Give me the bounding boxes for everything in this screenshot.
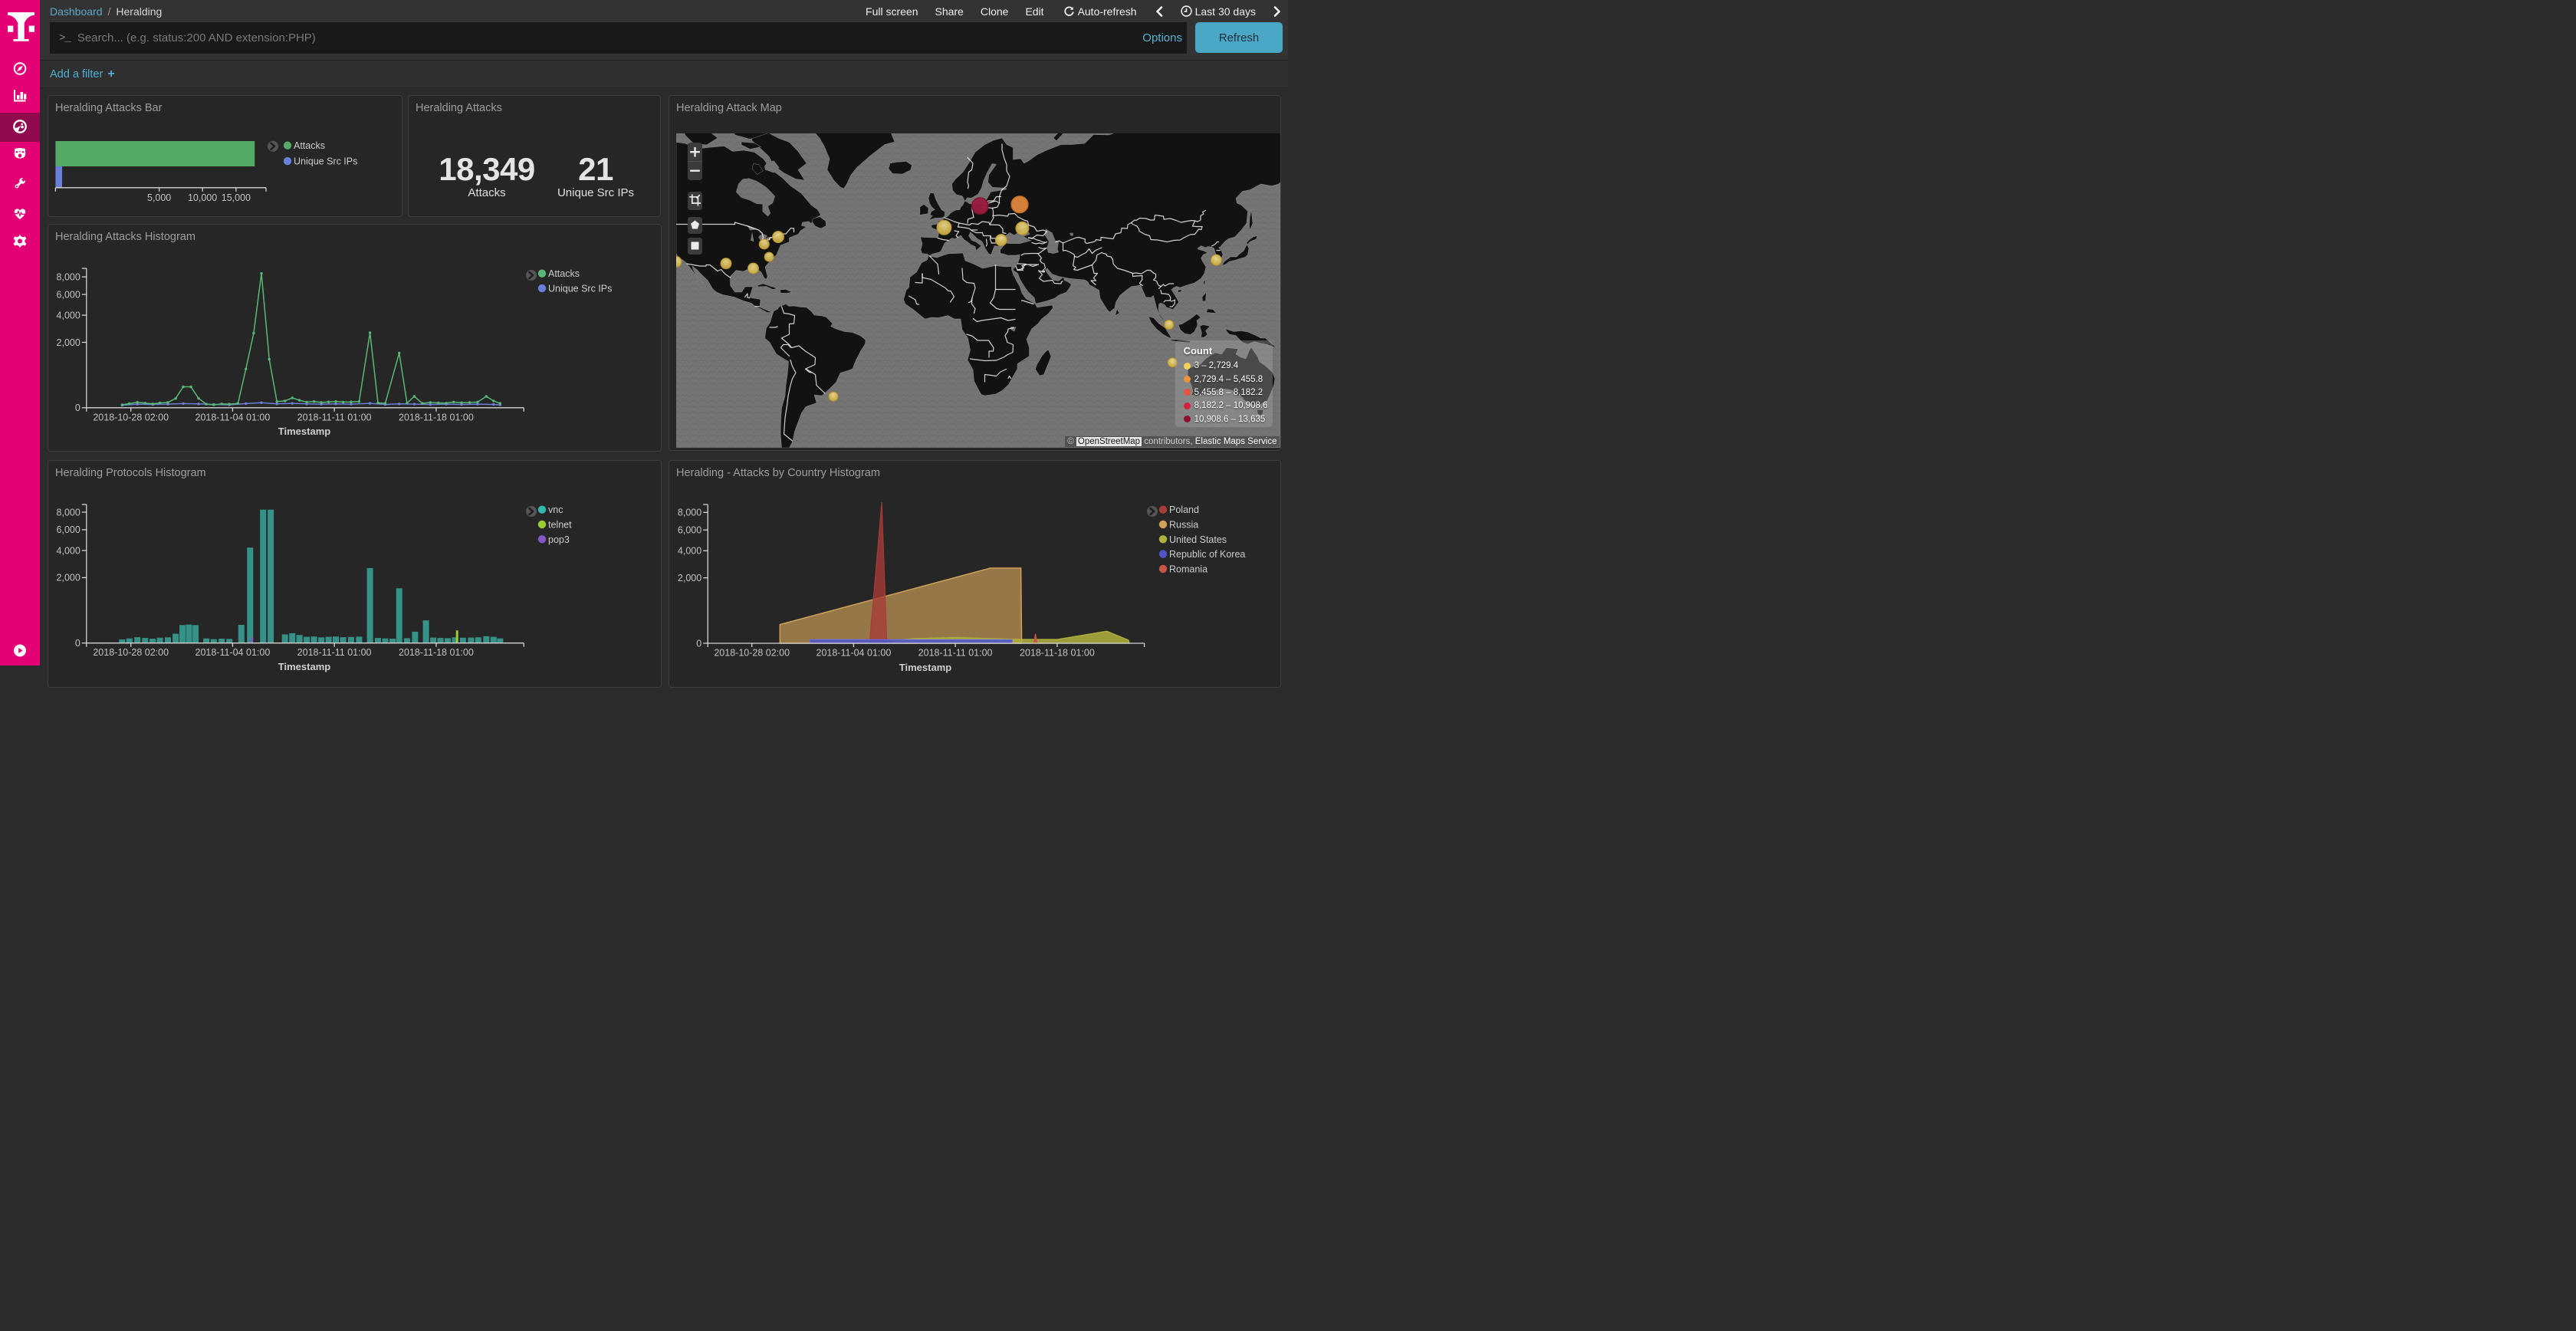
svg-text:2018-11-11 01:00: 2018-11-11 01:00 [918, 648, 993, 659]
svg-text:Romania: Romania [1169, 564, 1208, 574]
svg-text:4,000: 4,000 [57, 545, 80, 556]
svg-text:Timestamp: Timestamp [278, 426, 330, 437]
svg-text:4,000: 4,000 [678, 546, 702, 557]
svg-text:Timestamp: Timestamp [278, 661, 330, 672]
svg-text:6,000: 6,000 [57, 289, 80, 300]
svg-text:2018-11-11 01:00: 2018-11-11 01:00 [297, 412, 372, 422]
svg-text:Russia: Russia [1169, 520, 1198, 531]
svg-text:Unique Src IPs: Unique Src IPs [548, 284, 612, 294]
svg-text:10,000: 10,000 [188, 192, 217, 203]
svg-text:United States: United States [1169, 534, 1227, 545]
svg-text:5,000: 5,000 [147, 192, 171, 203]
svg-text:2,000: 2,000 [57, 573, 80, 583]
svg-text:Attacks: Attacks [294, 140, 325, 151]
svg-text:2,000: 2,000 [678, 573, 702, 583]
svg-text:2018-11-18 01:00: 2018-11-18 01:00 [399, 412, 474, 422]
svg-text:0: 0 [75, 638, 80, 649]
svg-text:6,000: 6,000 [57, 524, 80, 535]
svg-text:15,000: 15,000 [222, 192, 251, 203]
svg-text:8,000: 8,000 [57, 507, 80, 518]
svg-text:pop3: pop3 [548, 534, 570, 545]
svg-text:2018-10-28 02:00: 2018-10-28 02:00 [93, 647, 169, 658]
svg-text:telnet: telnet [548, 520, 572, 531]
svg-text:Poland: Poland [1169, 504, 1199, 515]
svg-text:2018-10-28 02:00: 2018-10-28 02:00 [714, 648, 790, 659]
svg-text:2018-11-04 01:00: 2018-11-04 01:00 [196, 647, 271, 658]
svg-text:2018-11-04 01:00: 2018-11-04 01:00 [816, 648, 892, 659]
svg-text:Republic of Korea: Republic of Korea [1169, 549, 1245, 560]
svg-text:2018-11-04 01:00: 2018-11-04 01:00 [196, 412, 271, 422]
svg-text:Attacks: Attacks [548, 268, 580, 279]
svg-text:vnc: vnc [548, 504, 563, 515]
svg-text:Timestamp: Timestamp [899, 662, 951, 673]
svg-text:2,000: 2,000 [57, 337, 80, 348]
svg-text:2018-11-11 01:00: 2018-11-11 01:00 [297, 647, 372, 658]
svg-text:4,000: 4,000 [57, 310, 80, 320]
svg-text:2018-10-28 02:00: 2018-10-28 02:00 [93, 412, 169, 422]
svg-text:2018-11-18 01:00: 2018-11-18 01:00 [399, 647, 474, 658]
svg-text:0: 0 [696, 638, 702, 649]
svg-text:6,000: 6,000 [678, 525, 702, 536]
svg-text:Unique Src IPs: Unique Src IPs [294, 156, 357, 167]
svg-text:8,000: 8,000 [678, 508, 702, 518]
svg-text:0: 0 [75, 403, 80, 413]
svg-text:8,000: 8,000 [57, 271, 80, 282]
svg-text:2018-11-18 01:00: 2018-11-18 01:00 [1020, 648, 1095, 659]
